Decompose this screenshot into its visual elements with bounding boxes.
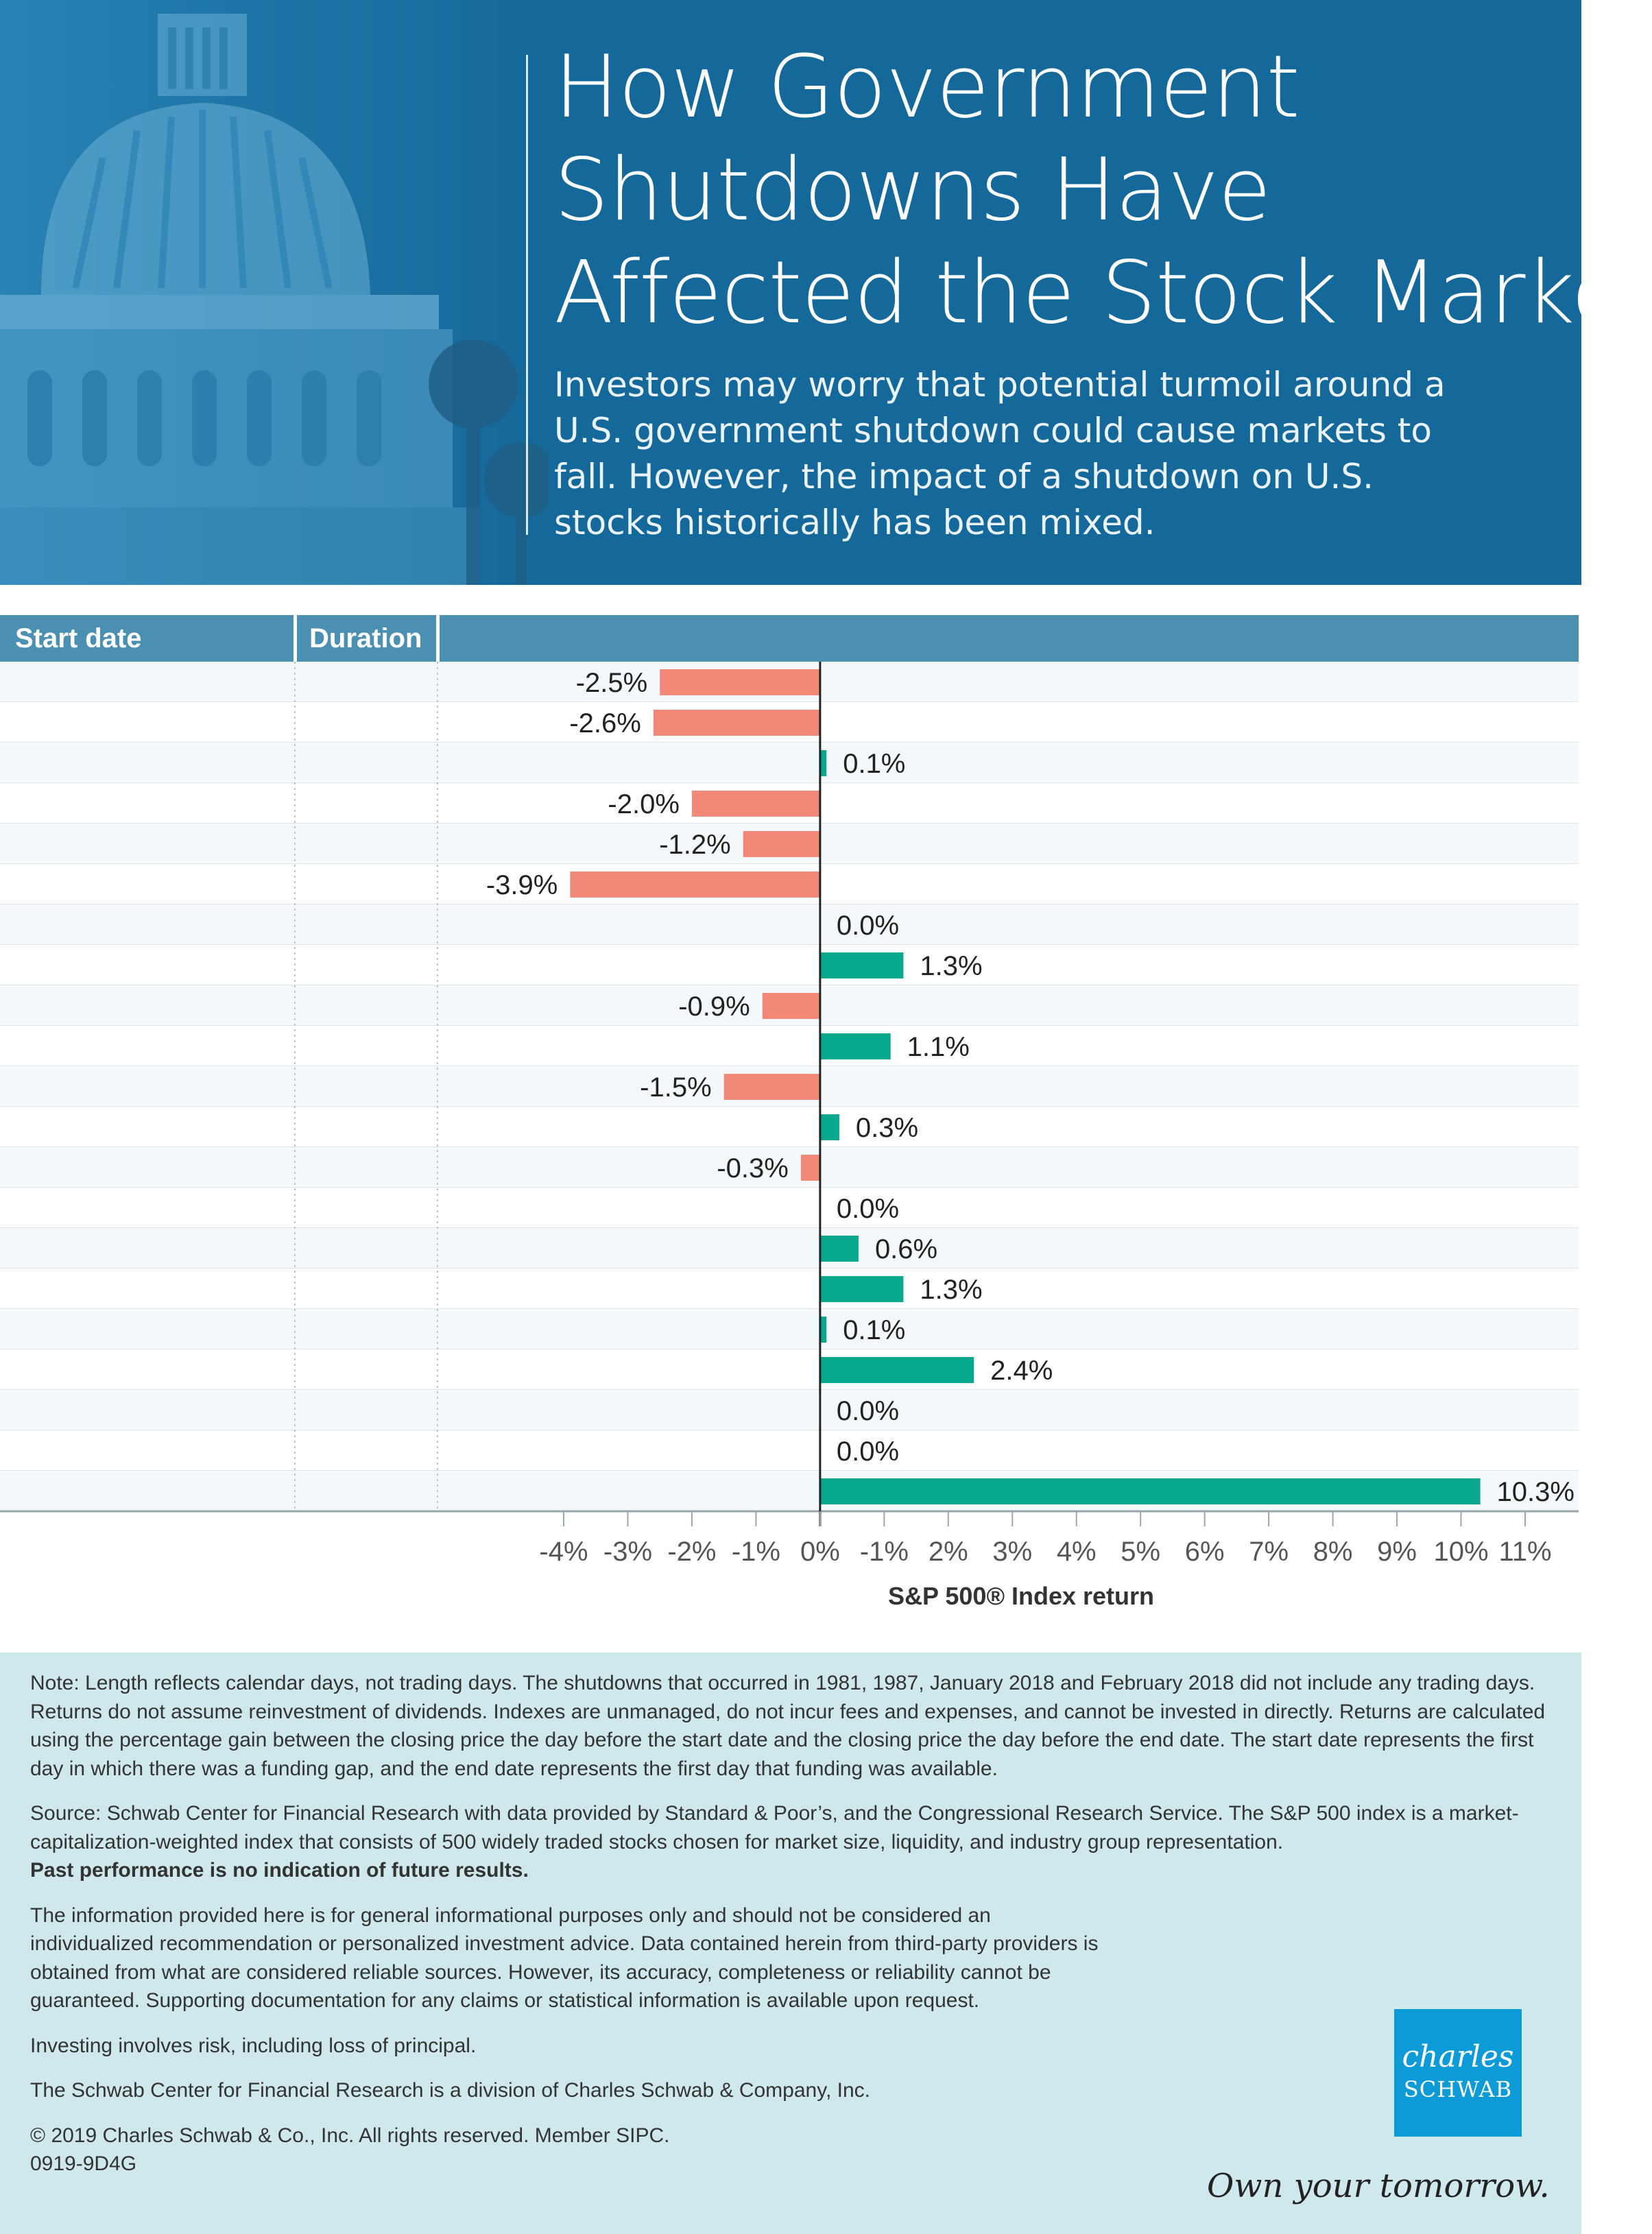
bar [819,952,904,978]
logo-line-2: SCHWAB [1403,2076,1513,2102]
bar [819,750,827,776]
data-label: 0.0% [837,1437,899,1467]
column-header-duration: Duration [309,623,422,653]
row-background [0,1430,1579,1471]
title-line-3: Affected the Stock Market [554,242,1581,343]
bar [819,1357,974,1383]
data-label: 1.3% [920,1275,982,1305]
data-label: -2.0% [608,789,680,819]
bar [819,1033,891,1059]
data-label: -1.2% [659,830,731,860]
row-background [0,1188,1579,1228]
copyright-text: © 2019 Charles Schwab & Co., Inc. All ri… [30,2124,670,2147]
x-tick-label: 7% [1249,1537,1289,1567]
bar [819,1317,827,1343]
x-tick-label: -4% [539,1537,588,1567]
title-line-2: Shutdowns Have [554,139,1271,240]
header-divider [526,55,528,535]
bar [653,710,820,736]
x-tick-label: 11% [1498,1537,1551,1567]
x-tick-label: 6% [1185,1537,1225,1567]
x-tick-label: 0% [800,1537,840,1567]
x-tick-label: -1% [732,1537,780,1567]
bar [819,1276,904,1302]
bar [691,791,820,817]
capitol-dome-illustration [0,0,549,585]
x-tick-label: 4% [1057,1537,1097,1567]
column-separator [436,615,440,662]
column-header-start-date: Start date [15,623,142,653]
data-label: 1.3% [920,951,982,981]
row-background [0,904,1579,945]
data-label: 0.0% [837,1194,899,1224]
data-label: -0.9% [678,992,750,1022]
charles-schwab-logo: charles SCHWAB [1394,2009,1522,2137]
data-label: 10.3% [1497,1477,1575,1507]
bar [723,1074,820,1100]
row-background [0,743,1579,783]
risk-paragraph: Investing involves risk, including loss … [30,2034,477,2057]
data-label: -2.6% [569,708,641,738]
x-tick-label: -3% [603,1537,652,1567]
x-tick-label: -2% [667,1537,716,1567]
data-label: 0.1% [843,1315,905,1345]
x-tick-label: 8% [1313,1537,1353,1567]
x-tick-label: 2% [929,1537,968,1567]
row-background [0,1026,1579,1066]
bar [819,1114,839,1140]
bar [743,831,820,857]
brand-tagline: Own your tomorrow. [1207,2167,1550,2205]
bar [570,872,820,898]
header-banner: How Government Shutdowns Have Affected t… [0,0,1581,585]
row-background [0,1349,1579,1390]
x-tick-label: -1% [860,1537,909,1567]
row-background [0,1228,1579,1269]
x-tick-label: 3% [992,1537,1032,1567]
notes-panel: Note: Length reflects calendar days, not… [0,1653,1581,2234]
data-label: 2.4% [990,1356,1053,1386]
bar [762,993,820,1019]
disclaimer-paragraph: The information provided here is for gen… [30,1903,1099,2013]
bar [660,669,820,695]
sp500-return-chart: -2.5% -2.6% 0.1% -2.0% -1.2% -3.9% 0.0% 1.3% -0.… [0,662,1579,1567]
data-label: -3.9% [486,870,558,900]
bar [800,1155,820,1181]
data-label: 0.0% [837,1396,899,1426]
note-paragraph: Note: Length reflects calendar days, not… [30,1672,1546,1780]
division-paragraph: The Schwab Center for Financial Research… [30,2079,871,2102]
row-background [0,1107,1579,1147]
data-label: 1.1% [907,1032,970,1062]
logo-line-1: charles [1402,2039,1514,2074]
data-label: -2.5% [576,668,648,698]
data-label: -0.3% [717,1153,789,1184]
data-label: 0.6% [875,1234,937,1264]
data-label: -1.5% [640,1072,712,1103]
source-text: Source: Schwab Center for Financial Rese… [30,1802,1519,1853]
x-axis-title: S&P 500® Index return [888,1582,1155,1610]
x-tick-label: 9% [1377,1537,1417,1567]
x-tick-label: 5% [1121,1537,1160,1567]
row-background [0,1309,1579,1349]
document-code: 0919-9D4G [30,2152,137,2175]
column-separator [294,615,297,662]
past-performance-text: Past performance is no indication of fut… [30,1859,529,1882]
row-background [0,1147,1579,1188]
bar [819,1478,1481,1504]
page-subtitle: Investors may worry that potential turmo… [554,365,1446,542]
title-line-1: How Government [554,36,1300,137]
row-background [0,945,1579,985]
row-background [0,1269,1579,1309]
x-tick-label: 10% [1434,1537,1489,1567]
table-header: Start date Duration [0,615,1579,662]
page-title: How Government Shutdowns Have Affected t… [554,36,1581,344]
data-label: 0.0% [837,911,899,941]
data-label: 0.3% [856,1113,918,1143]
row-background [0,1390,1579,1430]
bar [819,1236,859,1262]
data-label: 0.1% [843,749,905,779]
source-paragraph: Source: Schwab Center for Financial Rese… [30,1799,1553,1885]
